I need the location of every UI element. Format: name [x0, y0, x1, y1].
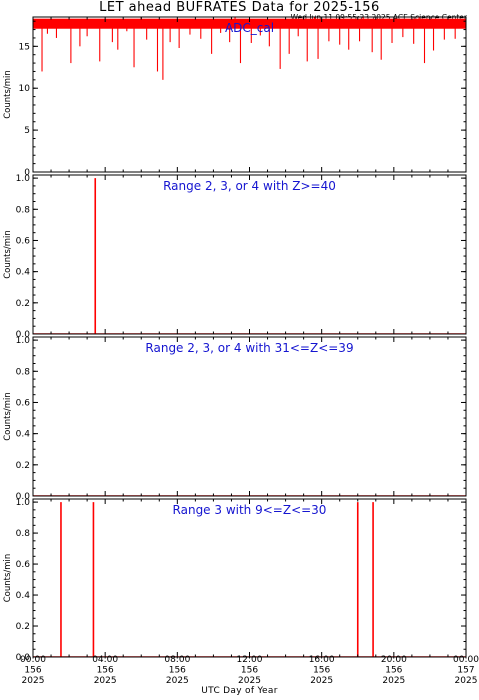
- panel-frame: [32, 174, 467, 335]
- panel-4: 0.0 0.2 0.4 0.6 0.8 1.0 Counts/min Range 3 with…: [3, 498, 467, 663]
- y-tick-label: 15: [19, 42, 30, 52]
- panel-frame: [32, 16, 467, 173]
- y-tick-label: 0.8: [16, 367, 31, 377]
- y-tick-label: 0.6: [16, 398, 31, 408]
- panel-1: 0 5 10 15 Counts/min ADC_cal: [3, 16, 467, 178]
- y-tick-label: 0.6: [16, 560, 31, 570]
- x-tick-label: 16:00: [309, 655, 335, 665]
- y-axis-label: Counts/min: [3, 70, 13, 119]
- panel-title: Range 2, 3, or 4 with 31<=Z<=39: [145, 341, 353, 355]
- x-tick-label: 156: [169, 666, 186, 676]
- y-tick-label: 0.8: [16, 529, 31, 539]
- x-tick-label: 2025: [382, 676, 405, 686]
- y-tick-label: 0.8: [16, 205, 31, 215]
- data-layer: [33, 17, 466, 80]
- y-tick-label: 1.0: [16, 336, 31, 346]
- y-tick-label: 0: [24, 168, 30, 178]
- x-tick-label: 156: [385, 666, 402, 676]
- y-tick-label: 1.0: [16, 498, 31, 508]
- x-tick-label: 156: [24, 666, 41, 676]
- x-tick-label: 2025: [22, 676, 45, 686]
- x-tick-label: 156: [313, 666, 330, 676]
- y-tick-label: 5: [24, 126, 30, 136]
- x-tick-label: 00:00: [20, 655, 46, 665]
- y-tick-label: 0.2: [16, 622, 30, 632]
- x-tick-label: 00:00: [453, 655, 479, 665]
- y-tick-label: 0.0: [16, 492, 31, 502]
- y-tick-label: 0.2: [16, 299, 30, 309]
- data-layer: [33, 178, 466, 334]
- panel-frame: [32, 498, 467, 658]
- y-tick-label: 0.6: [16, 236, 31, 246]
- x-tick-label: 2025: [455, 676, 478, 686]
- panel-title: Range 2, 3, or 4 with Z>=40: [163, 179, 336, 193]
- x-tick-label: 2025: [94, 676, 117, 686]
- x-tick-label: 157: [457, 666, 474, 676]
- y-axis-label: Counts/min: [3, 392, 13, 441]
- panel-title: ADC_cal: [225, 21, 274, 35]
- y-axis-label: Counts/min: [3, 230, 13, 279]
- data-layer: [33, 502, 466, 657]
- panel-title: Range 3 with 9<=Z<=30: [173, 503, 327, 517]
- data-band: [33, 18, 466, 29]
- y-tick-label: 0.0: [16, 330, 31, 340]
- x-tick-label: 20:00: [381, 655, 407, 665]
- y-tick-label: 10: [19, 84, 31, 94]
- x-tick-label: 04:00: [92, 655, 118, 665]
- panel-3: 0.0 0.2 0.4 0.6 0.8 1.0 Counts/min Range 2, 3, …: [3, 336, 467, 502]
- x-axis-title: UTC Day of Year: [201, 686, 278, 696]
- x-tick-labels: 00:00156202504:00156202508:00156202512:0…: [20, 655, 479, 686]
- x-tick-label: 156: [241, 666, 258, 676]
- page-title: LET ahead BUFRATES Data for 2025-156: [99, 0, 380, 15]
- y-tick-label: 0.4: [16, 430, 31, 440]
- x-tick-label: 156: [97, 666, 114, 676]
- x-tick-label: 2025: [166, 676, 189, 686]
- panel-2: 0.0 0.2 0.4 0.6 0.8 1.0 Counts/min Range 2, 3, …: [3, 174, 467, 340]
- panel-frame: [32, 336, 467, 497]
- x-tick-label: 2025: [310, 676, 333, 686]
- y-tick-label: 0.4: [16, 591, 31, 601]
- y-tick-label: 1.0: [16, 174, 31, 184]
- y-tick-label: 0.0: [16, 653, 31, 663]
- y-tick-label: 0.2: [16, 461, 30, 471]
- y-tick-label: 0.4: [16, 268, 31, 278]
- x-tick-label: 08:00: [164, 655, 190, 665]
- x-tick-label: 12:00: [237, 655, 263, 665]
- x-tick-label: 2025: [238, 676, 261, 686]
- y-axis-label: Counts/min: [3, 554, 13, 603]
